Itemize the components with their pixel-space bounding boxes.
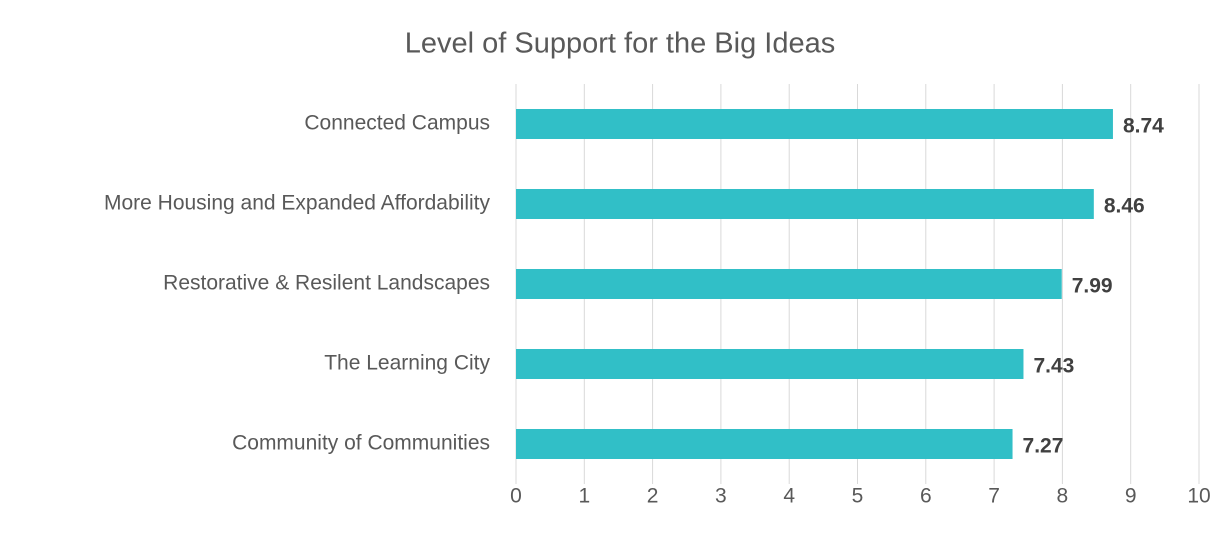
x-tick-label: 3	[715, 485, 727, 508]
x-tick-label: 9	[1125, 485, 1137, 508]
x-tick-label: 6	[920, 485, 932, 508]
data-label: 8.74	[1123, 115, 1164, 138]
y-tick-label: Restorative & Resilent Landscapes	[163, 272, 490, 295]
x-tick-label: 8	[1057, 485, 1069, 508]
x-tick-label: 10	[1187, 485, 1210, 508]
x-tick-label: 4	[783, 485, 795, 508]
chart-title: Level of Support for the Big Ideas	[405, 28, 835, 60]
data-label: 8.46	[1104, 195, 1145, 218]
bar	[516, 109, 1113, 139]
bar	[516, 269, 1062, 299]
x-tick-label: 5	[852, 485, 864, 508]
y-tick-label: More Housing and Expanded Affordability	[104, 192, 491, 215]
bar	[516, 349, 1024, 379]
x-tick-label: 7	[988, 485, 1000, 508]
bar	[516, 429, 1013, 459]
data-label: 7.27	[1023, 435, 1064, 458]
data-label: 7.99	[1072, 275, 1113, 298]
y-tick-label: Community of Communities	[232, 432, 490, 455]
x-tick-label: 0	[510, 485, 522, 508]
y-tick-label: Connected Campus	[304, 112, 490, 135]
y-tick-label: The Learning City	[324, 352, 490, 375]
x-tick-label: 2	[647, 485, 659, 508]
data-label: 7.43	[1033, 355, 1074, 378]
bar	[516, 189, 1094, 219]
x-tick-label: 1	[578, 485, 590, 508]
